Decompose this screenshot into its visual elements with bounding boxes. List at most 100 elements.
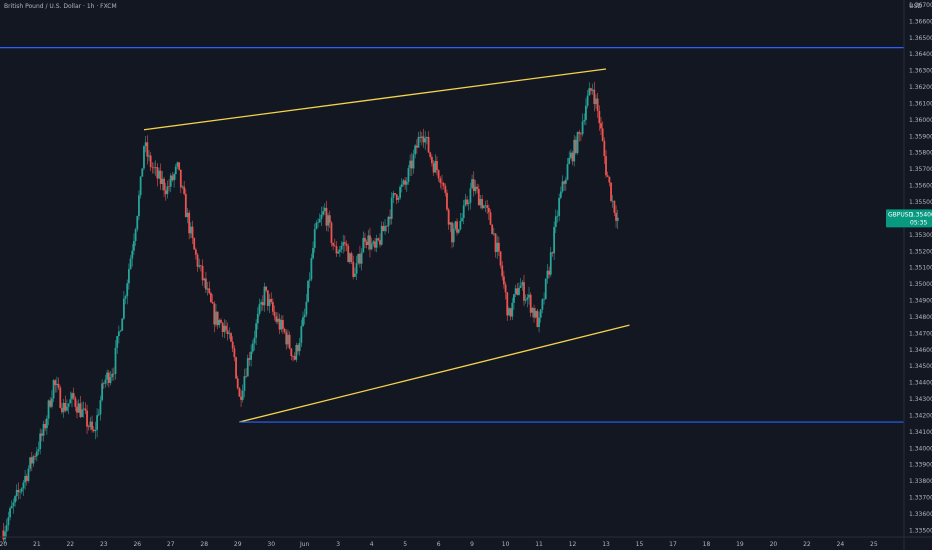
candle-body [405, 181, 408, 185]
candle-body [566, 164, 569, 180]
candle-body [400, 184, 403, 187]
time-tick-label: 18 [703, 541, 711, 548]
candle-body [461, 218, 463, 221]
candle-body [551, 252, 554, 254]
candle-body [487, 207, 490, 213]
candle-body [173, 174, 176, 181]
candle-body [489, 212, 492, 225]
candle-body [454, 221, 457, 229]
candle-body [580, 133, 582, 135]
time-tick-label: 10 [502, 541, 510, 548]
candle-body [563, 181, 566, 184]
candle-body [320, 214, 323, 220]
candle-body [377, 238, 380, 241]
candle-body [30, 457, 33, 464]
candle-body [531, 308, 534, 313]
candle-body [526, 297, 529, 300]
price-tick-label: 1.36100 [909, 100, 932, 107]
candle-body [437, 170, 440, 179]
candle-body [101, 383, 104, 401]
candle-body [57, 383, 60, 388]
candle-body [92, 429, 95, 432]
candle-body [574, 139, 577, 153]
candle-body [335, 246, 338, 254]
candle-body [533, 308, 535, 318]
candle-body [42, 423, 45, 436]
candle-body [215, 311, 217, 325]
candle-body [528, 294, 530, 298]
candle-body [571, 152, 574, 162]
candle-body [516, 288, 519, 295]
candle-body [19, 491, 21, 493]
candle-body [27, 468, 30, 481]
candle-body [369, 235, 371, 250]
candle-body [37, 449, 40, 452]
candle-body [310, 258, 313, 280]
price-axis[interactable]: 1.36700 1.36600 1.36500 1.36400 1.36300 1.362… [903, 0, 932, 550]
candle-body [7, 517, 10, 526]
candle-body [350, 253, 353, 262]
candle-body [375, 238, 378, 248]
candle-body [424, 138, 427, 143]
candle-body [69, 399, 72, 404]
candle-body [255, 323, 258, 338]
drawing-layer[interactable] [0, 47, 904, 423]
candle-body [191, 226, 194, 239]
time-tick-label: 23 [100, 541, 108, 548]
candle-body [225, 325, 227, 331]
time-axis[interactable]: 20 21 22 23 26 27 28 29 30 Jun 3 4 5 6 9 10 11 12 13 15 17 18… [0, 536, 932, 548]
candle-body [243, 376, 246, 391]
candle-body [174, 166, 177, 175]
candle-body [240, 396, 242, 400]
candle-body [198, 265, 201, 267]
candle-body [265, 286, 268, 291]
candle-body [546, 270, 549, 279]
price-tick-label: 1.34200 [909, 412, 932, 419]
chart-title: British Pound / U.S. Dollar · 1h · FXCM [4, 3, 117, 10]
time-tick-label: 12 [569, 541, 577, 548]
candle-body [280, 319, 283, 330]
candle-body [323, 207, 326, 212]
price-tick-label: 1.36400 [909, 51, 932, 58]
candle-body [270, 298, 273, 303]
price-tick-label: 1.35500 [909, 199, 932, 206]
candle-body [447, 209, 450, 225]
candle-body [228, 333, 231, 335]
candle-body [439, 178, 442, 183]
candle-body [333, 245, 336, 247]
candle-body [199, 265, 202, 266]
candle-body [608, 176, 611, 183]
candle-body [501, 265, 504, 277]
candle-body [417, 136, 420, 148]
candle-body [399, 186, 402, 198]
candle-body [615, 212, 617, 221]
candle-body [467, 202, 470, 205]
price-tick-label: 1.35900 [909, 133, 932, 140]
candle-body [56, 383, 58, 386]
candle-body [168, 186, 170, 188]
candle-body [543, 298, 545, 300]
candle-body [300, 326, 303, 343]
candle-body [402, 180, 405, 185]
candle-body [86, 410, 88, 427]
candle-body [44, 423, 47, 429]
candle-body [394, 193, 396, 195]
candle-body [420, 136, 423, 138]
candle-body [139, 176, 142, 196]
candle-body [89, 421, 92, 428]
time-tick-label: 3 [336, 541, 340, 548]
time-tick-label: 5 [403, 541, 407, 548]
candle-body [35, 451, 38, 457]
time-tick-label: 26 [133, 541, 141, 548]
candle-body [136, 216, 139, 230]
candle-body [181, 186, 184, 188]
price-tick-label: 1.34100 [909, 429, 932, 436]
candle-body [87, 426, 90, 428]
candle-body [251, 343, 254, 352]
candle-body [554, 216, 557, 227]
candle-body [114, 347, 117, 374]
candle-body [390, 197, 393, 219]
candle-body [372, 241, 375, 244]
